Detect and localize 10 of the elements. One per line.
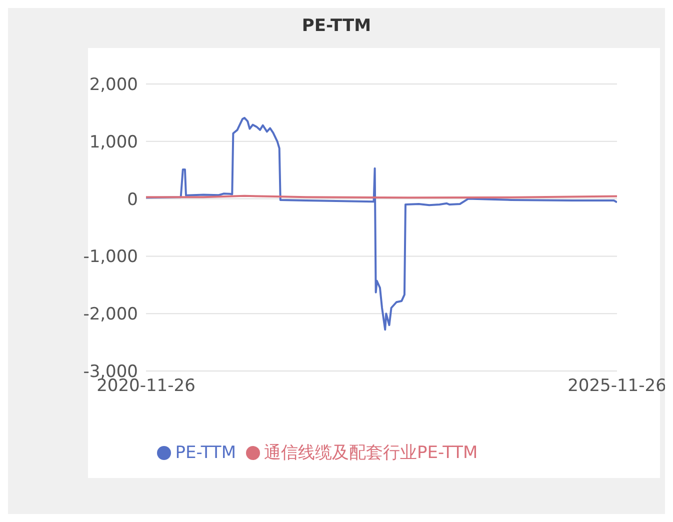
x-tick-label: 2025-11-26 (568, 376, 666, 396)
legend-label: PE-TTM (175, 443, 236, 463)
y-tick-label: 1,000 (89, 132, 138, 152)
legend-label: 通信线缆及配套行业PE-TTM (264, 443, 478, 463)
y-tick-label: 0 (127, 190, 138, 210)
y-tick-label: -2,000 (83, 304, 138, 325)
chart-title: PE-TTM (300, 15, 372, 38)
line-series (146, 116, 617, 331)
y-tick-label: -1,000 (83, 247, 138, 268)
y-tick-label: 2,000 (89, 75, 138, 96)
